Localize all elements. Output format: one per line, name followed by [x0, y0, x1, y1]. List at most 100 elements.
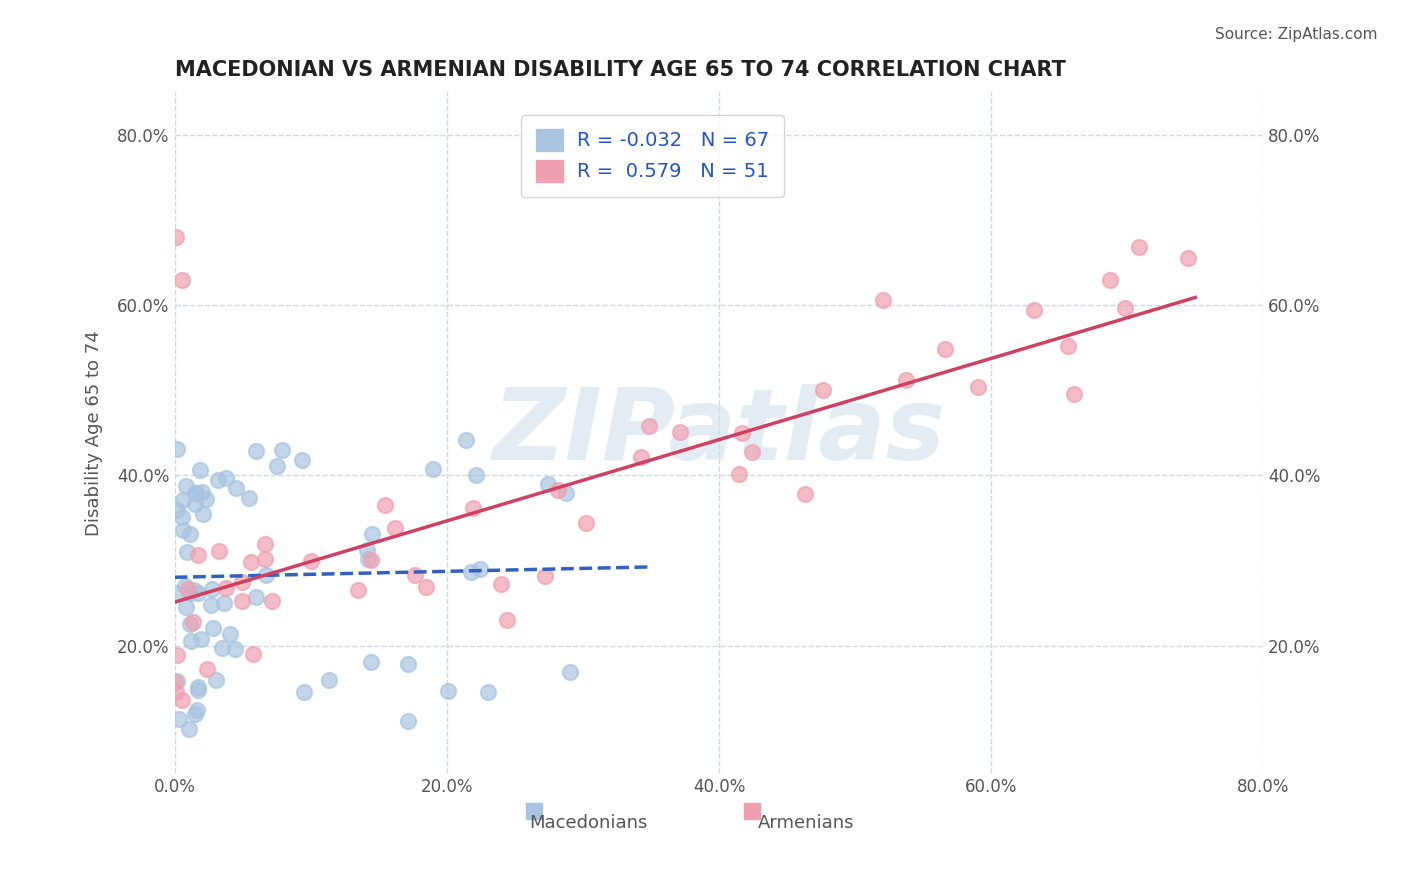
Point — [169, 712, 191, 726]
Point — [202, 621, 225, 635]
Point — [360, 655, 382, 669]
Point — [224, 641, 246, 656]
Point — [195, 662, 218, 676]
Point — [346, 582, 368, 597]
Point — [630, 450, 652, 464]
Point — [1099, 272, 1122, 286]
Point — [170, 692, 193, 706]
Point — [361, 527, 384, 541]
Point — [187, 682, 209, 697]
Point — [215, 581, 238, 595]
Point — [166, 674, 188, 689]
Point — [231, 594, 253, 608]
Point — [245, 443, 267, 458]
Point — [794, 487, 817, 501]
Point — [194, 491, 217, 506]
Point — [741, 445, 763, 459]
Point — [299, 553, 322, 567]
Point — [1022, 302, 1045, 317]
Point — [174, 479, 197, 493]
Point — [638, 418, 661, 433]
Point — [318, 673, 340, 688]
Point — [174, 600, 197, 615]
Point — [415, 580, 437, 594]
Point — [456, 433, 478, 447]
Point — [465, 468, 488, 483]
Point — [179, 527, 201, 541]
Text: ZIPatlas: ZIPatlas — [492, 384, 945, 481]
Point — [477, 685, 499, 699]
Text: Macedonians: Macedonians — [529, 814, 648, 832]
Point — [547, 483, 569, 498]
Point — [238, 491, 260, 505]
Point — [872, 293, 894, 307]
Point — [468, 562, 491, 576]
Point — [179, 585, 201, 599]
Point — [172, 510, 194, 524]
Point — [225, 482, 247, 496]
Point — [165, 685, 187, 699]
Point — [208, 544, 231, 558]
Point — [187, 548, 209, 562]
Text: Armenians: Armenians — [758, 814, 855, 832]
Point — [396, 714, 419, 728]
Text: Source: ZipAtlas.com: Source: ZipAtlas.com — [1215, 27, 1378, 42]
Point — [292, 684, 315, 698]
Y-axis label: Disability Age 65 to 74: Disability Age 65 to 74 — [86, 330, 103, 535]
Point — [1056, 339, 1078, 353]
Point — [239, 555, 262, 569]
Point — [966, 380, 988, 394]
Point — [1114, 301, 1136, 315]
Point — [181, 615, 204, 630]
Point — [172, 523, 194, 537]
Point — [460, 565, 482, 579]
Point — [186, 703, 208, 717]
Point — [728, 467, 751, 482]
Point — [404, 568, 426, 582]
Point — [183, 582, 205, 597]
Point — [575, 516, 598, 530]
Point — [253, 551, 276, 566]
Point — [184, 486, 207, 500]
Point — [1063, 387, 1085, 401]
Point — [731, 425, 754, 440]
Point — [205, 673, 228, 687]
Point — [422, 462, 444, 476]
Point — [166, 442, 188, 456]
Point — [215, 471, 238, 485]
Point — [193, 507, 215, 521]
Point — [184, 707, 207, 722]
Point — [384, 521, 406, 535]
Point — [207, 473, 229, 487]
Point — [165, 230, 187, 244]
Point — [190, 632, 212, 646]
Point — [214, 596, 236, 610]
Point — [254, 568, 277, 582]
Point — [461, 500, 484, 515]
Point — [179, 722, 201, 736]
Point — [188, 463, 211, 477]
Point — [896, 373, 918, 387]
Point — [291, 452, 314, 467]
Point — [260, 594, 283, 608]
Point — [242, 648, 264, 662]
Point — [170, 272, 193, 286]
Point — [934, 343, 956, 357]
Text: MACEDONIAN VS ARMENIAN DISABILITY AGE 65 TO 74 CORRELATION CHART: MACEDONIAN VS ARMENIAN DISABILITY AGE 65… — [174, 60, 1066, 79]
Point — [533, 569, 555, 583]
Point — [186, 680, 208, 694]
Point — [270, 443, 292, 458]
Point — [174, 579, 197, 593]
Point — [184, 497, 207, 511]
Point — [668, 425, 690, 439]
Point — [219, 627, 242, 641]
Point — [374, 498, 396, 512]
Point — [200, 599, 222, 613]
Point — [396, 657, 419, 671]
Point — [1128, 239, 1150, 253]
Point — [231, 575, 253, 590]
Point — [211, 641, 233, 656]
Point — [184, 486, 207, 500]
Point — [172, 492, 194, 507]
Point — [254, 537, 277, 551]
